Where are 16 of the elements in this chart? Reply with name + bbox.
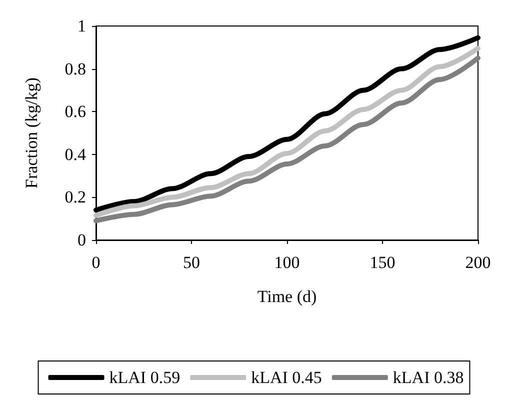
y-tick-label: 0.4 (64, 144, 86, 164)
x-tick-label: 150 (370, 253, 396, 272)
x-tick-label: 200 (465, 253, 491, 272)
y-tick-label: 1 (78, 16, 86, 36)
legend-label: kLAI 0.45 (251, 368, 322, 387)
x-tick-label: 100 (274, 253, 300, 272)
x-axis-title: Time (d) (257, 287, 317, 306)
y-tick-label: 0.6 (64, 102, 86, 122)
legend-label: kLAI 0.38 (392, 368, 464, 387)
x-tick-label: 50 (183, 253, 200, 272)
y-tick-label: 0.2 (64, 188, 86, 207)
x-tick-label: 0 (92, 253, 100, 272)
y-tick-label: 0.8 (64, 59, 86, 78)
legend-label: kLAI 0.59 (109, 368, 180, 387)
y-axis-title: Fraction (kg/kg) (22, 78, 41, 188)
y-tick-label: 0 (78, 230, 86, 250)
